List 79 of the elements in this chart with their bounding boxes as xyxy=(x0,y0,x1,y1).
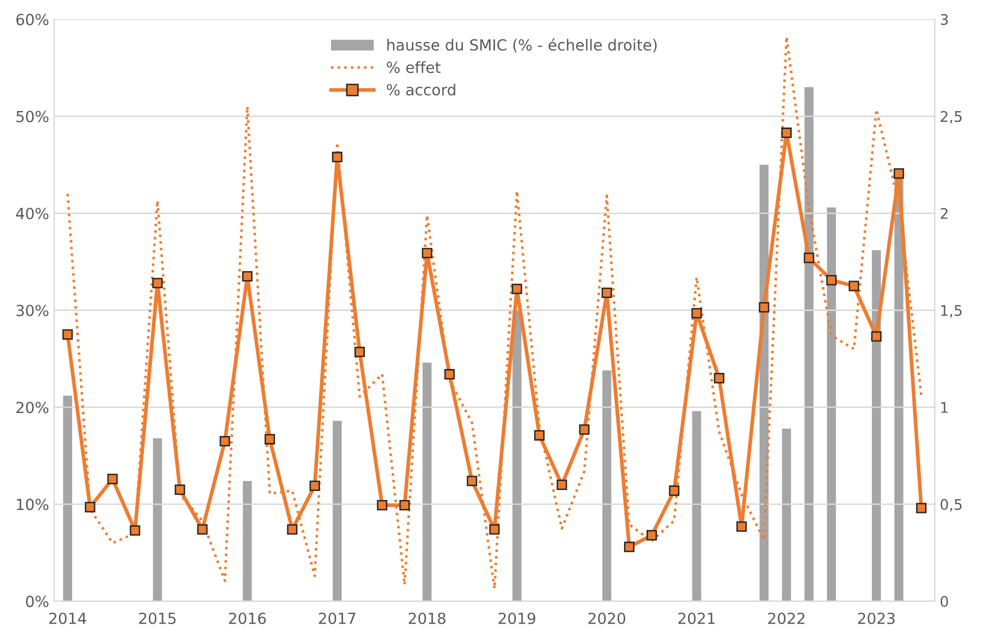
x-tick-label: 2017 xyxy=(318,612,356,624)
point xyxy=(781,128,792,138)
bar xyxy=(332,420,342,602)
x-tick-label: 2018 xyxy=(408,612,446,624)
y-tick-label: 40% xyxy=(16,208,48,220)
point xyxy=(310,480,320,491)
point xyxy=(84,502,96,512)
point xyxy=(736,521,747,532)
point xyxy=(332,152,342,162)
point xyxy=(107,474,118,484)
point xyxy=(197,524,208,535)
point xyxy=(242,271,253,282)
point xyxy=(714,372,724,384)
point xyxy=(668,485,680,496)
x-tick-label: 2021 xyxy=(678,612,715,624)
bar xyxy=(692,411,702,602)
bar xyxy=(804,87,814,602)
bar xyxy=(512,310,522,602)
x-tick-label: 2020 xyxy=(588,612,626,624)
bar xyxy=(152,438,162,602)
y2-tick-label: 2,5 xyxy=(940,110,962,124)
x-tick-label: 2023 xyxy=(858,612,895,624)
bar xyxy=(782,428,792,602)
y-tick-label: 50% xyxy=(16,110,48,122)
legend-label: % accord xyxy=(386,84,456,96)
bar xyxy=(602,370,612,602)
point xyxy=(534,430,545,441)
y2-tick-label: 0,5 xyxy=(940,498,962,512)
point xyxy=(399,500,410,510)
bar xyxy=(242,480,252,602)
point xyxy=(826,274,837,286)
point xyxy=(624,542,634,552)
point xyxy=(556,480,568,490)
point xyxy=(489,524,500,535)
line-series xyxy=(66,35,923,590)
y-tick-label: 0% xyxy=(26,596,48,608)
point xyxy=(512,284,522,294)
y2-tick-label: 1 xyxy=(941,402,948,413)
x-tick-label: 2019 xyxy=(498,612,536,624)
x-tick-label: 2014 xyxy=(49,612,86,624)
point xyxy=(848,280,860,292)
point xyxy=(579,424,590,435)
point xyxy=(264,434,276,444)
point xyxy=(646,530,657,540)
bar xyxy=(826,207,836,602)
x-tick-label: 2022 xyxy=(768,612,804,624)
x-tick-label: 2015 xyxy=(139,612,176,624)
y-tick-label: 20% xyxy=(16,402,48,414)
y-tick-label: 60% xyxy=(16,14,48,26)
x-tick-label: 2016 xyxy=(229,612,266,624)
y2-tick-label: 3 xyxy=(940,14,948,26)
point xyxy=(152,278,163,288)
point xyxy=(894,168,904,179)
point xyxy=(130,525,140,536)
point xyxy=(174,484,186,495)
point xyxy=(422,248,432,258)
point xyxy=(691,308,702,318)
y2-tick-label: 2 xyxy=(940,208,948,219)
point xyxy=(444,369,455,380)
y2-tick-label: 1,5 xyxy=(941,305,962,318)
point xyxy=(804,252,814,264)
point xyxy=(871,331,882,342)
point xyxy=(62,329,73,340)
legend-label: hausse du SMIC (% - échelle droite) xyxy=(387,38,657,52)
bar xyxy=(422,362,432,602)
bar xyxy=(872,250,881,602)
y-tick-label: 10% xyxy=(16,498,48,510)
legend-label: % effet xyxy=(386,61,441,74)
bar xyxy=(63,396,72,602)
y2-tick-label: 0 xyxy=(940,596,948,607)
point xyxy=(602,288,612,298)
point xyxy=(220,436,230,446)
point xyxy=(287,524,298,535)
point xyxy=(466,476,478,486)
y-tick-label: 30% xyxy=(16,304,48,316)
point xyxy=(916,502,927,514)
point xyxy=(758,302,770,313)
point xyxy=(376,500,388,510)
point xyxy=(354,346,365,358)
